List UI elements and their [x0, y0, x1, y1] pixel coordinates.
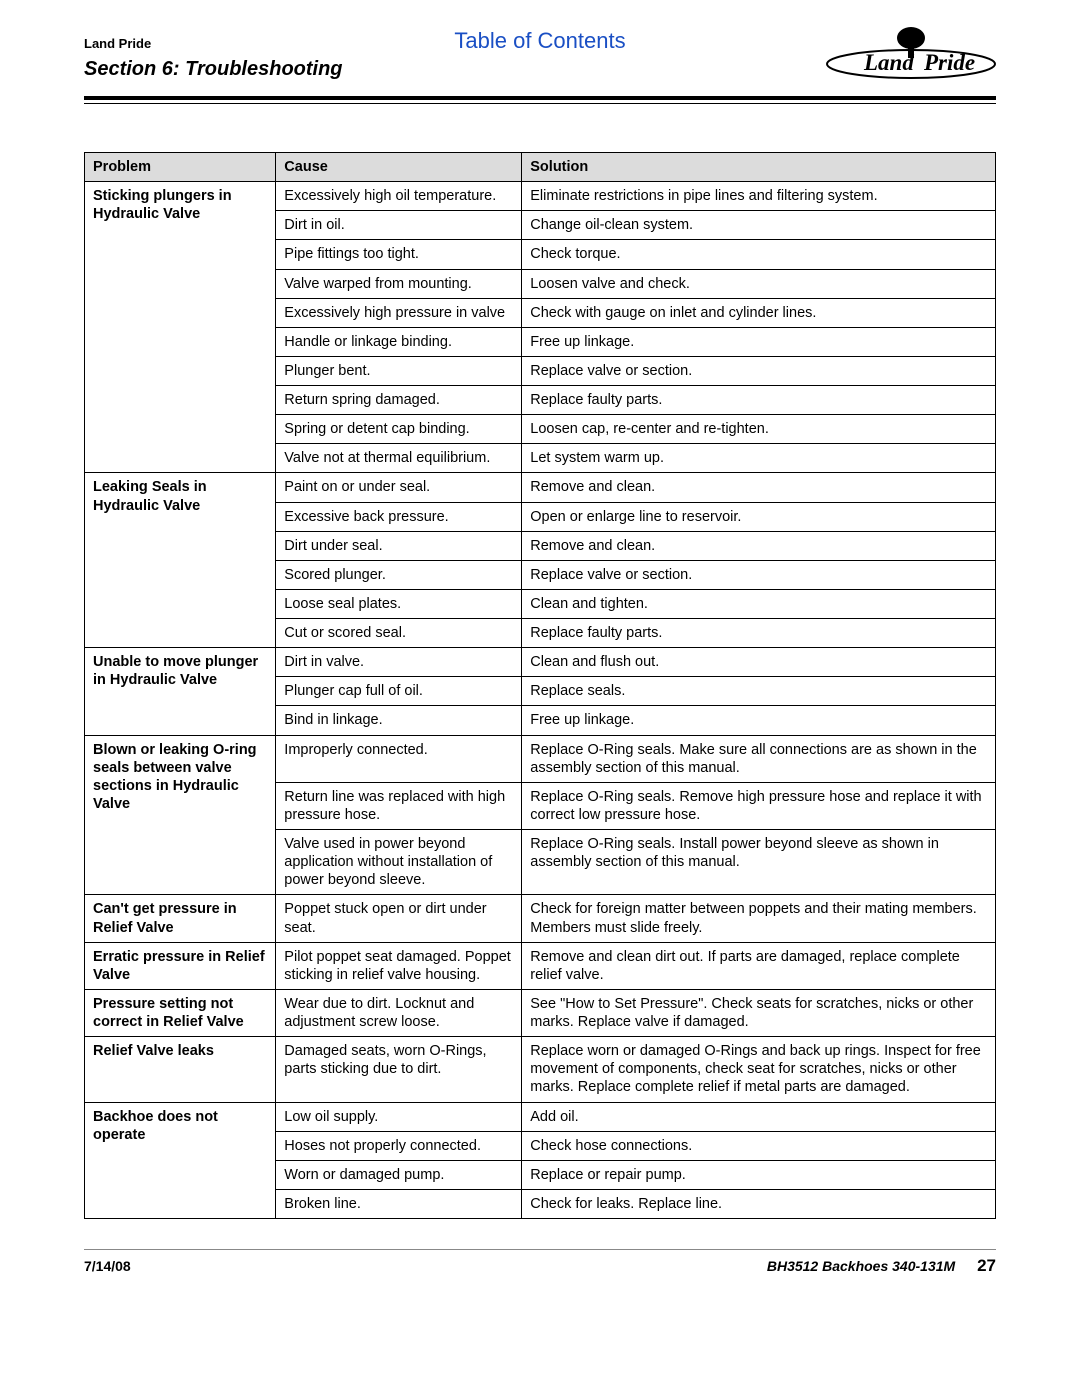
cause-cell: Pipe fittings too tight.	[276, 240, 522, 269]
solution-cell: Replace O-Ring seals. Make sure all conn…	[522, 735, 996, 782]
page-footer: 7/14/08 BH3512 Backhoes 340-131M 27	[84, 1249, 996, 1276]
problem-cell: Unable to move plunger in Hydraulic Valv…	[85, 648, 276, 735]
cause-cell: Return spring damaged.	[276, 386, 522, 415]
solution-cell: Let system warm up.	[522, 444, 996, 473]
page-header: Land Pride Table of Contents Section 6: …	[84, 28, 996, 88]
troubleshooting-table: Problem Cause Solution Sticking plungers…	[84, 152, 996, 1219]
solution-cell: Check with gauge on inlet and cylinder l…	[522, 298, 996, 327]
col-cause: Cause	[276, 153, 522, 182]
header-divider	[84, 96, 996, 104]
cause-cell: Spring or detent cap binding.	[276, 415, 522, 444]
table-header-row: Problem Cause Solution	[85, 153, 996, 182]
solution-cell: Replace valve or section.	[522, 560, 996, 589]
solution-cell: Check torque.	[522, 240, 996, 269]
table-row: Pressure setting not correct in Relief V…	[85, 989, 996, 1036]
solution-cell: Open or enlarge line to reservoir.	[522, 502, 996, 531]
problem-cell: Sticking plungers in Hydraulic Valve	[85, 182, 276, 473]
solution-cell: Replace or repair pump.	[522, 1160, 996, 1189]
col-problem: Problem	[85, 153, 276, 182]
cause-cell: Paint on or under seal.	[276, 473, 522, 502]
solution-cell: Free up linkage.	[522, 327, 996, 356]
solution-cell: Remove and clean.	[522, 531, 996, 560]
footer-date: 7/14/08	[84, 1258, 131, 1274]
cause-cell: Plunger bent.	[276, 356, 522, 385]
svg-text:Land: Land	[863, 50, 914, 75]
brand-small: Land Pride	[84, 36, 151, 51]
cause-cell: Hoses not properly connected.	[276, 1131, 522, 1160]
solution-cell: Replace O-Ring seals. Remove high pressu…	[522, 782, 996, 829]
table-row: Blown or leaking O-ring seals between va…	[85, 735, 996, 782]
cause-cell: Dirt in valve.	[276, 648, 522, 677]
solution-cell: Replace seals.	[522, 677, 996, 706]
table-row: Leaking Seals in Hydraulic ValvePaint on…	[85, 473, 996, 502]
problem-cell: Leaking Seals in Hydraulic Valve	[85, 473, 276, 648]
problem-cell: Relief Valve leaks	[85, 1037, 276, 1102]
cause-cell: Worn or damaged pump.	[276, 1160, 522, 1189]
cause-cell: Broken line.	[276, 1189, 522, 1218]
cause-cell: Excessively high pressure in valve	[276, 298, 522, 327]
cause-cell: Improperly connected.	[276, 735, 522, 782]
solution-cell: See "How to Set Pressure". Check seats f…	[522, 989, 996, 1036]
problem-cell: Backhoe does not operate	[85, 1102, 276, 1219]
solution-cell: Eliminate restrictions in pipe lines and…	[522, 182, 996, 211]
cause-cell: Valve warped from mounting.	[276, 269, 522, 298]
toc-link[interactable]: Table of Contents	[454, 28, 625, 54]
solution-cell: Remove and clean dirt out. If parts are …	[522, 942, 996, 989]
cause-cell: Dirt in oil.	[276, 211, 522, 240]
solution-cell: Clean and tighten.	[522, 589, 996, 618]
problem-cell: Erratic pressure in Relief Valve	[85, 942, 276, 989]
cause-cell: Excessively high oil temperature.	[276, 182, 522, 211]
solution-cell: Check hose connections.	[522, 1131, 996, 1160]
solution-cell: Clean and flush out.	[522, 648, 996, 677]
cause-cell: Wear due to dirt. Locknut and adjustment…	[276, 989, 522, 1036]
problem-cell: Pressure setting not correct in Relief V…	[85, 989, 276, 1036]
solution-cell: Loosen cap, re-center and re-tighten.	[522, 415, 996, 444]
cause-cell: Valve used in power beyond application w…	[276, 830, 522, 895]
solution-cell: Change oil-clean system.	[522, 211, 996, 240]
table-row: Relief Valve leaksDamaged seats, worn O-…	[85, 1037, 996, 1102]
section-title: Section 6: Troubleshooting	[84, 58, 343, 81]
solution-cell: Check for leaks. Replace line.	[522, 1189, 996, 1218]
cause-cell: Excessive back pressure.	[276, 502, 522, 531]
table-row: Unable to move plunger in Hydraulic Valv…	[85, 648, 996, 677]
solution-cell: Replace valve or section.	[522, 356, 996, 385]
cause-cell: Scored plunger.	[276, 560, 522, 589]
solution-cell: Loosen valve and check.	[522, 269, 996, 298]
problem-cell: Can't get pressure in Relief Valve	[85, 895, 276, 942]
problem-cell: Blown or leaking O-ring seals between va…	[85, 735, 276, 895]
solution-cell: Add oil.	[522, 1102, 996, 1131]
cause-cell: Poppet stuck open or dirt under seat.	[276, 895, 522, 942]
cause-cell: Dirt under seal.	[276, 531, 522, 560]
solution-cell: Replace faulty parts.	[522, 619, 996, 648]
cause-cell: Cut or scored seal.	[276, 619, 522, 648]
col-solution: Solution	[522, 153, 996, 182]
footer-doc: BH3512 Backhoes 340-131M 27	[767, 1256, 996, 1276]
cause-cell: Handle or linkage binding.	[276, 327, 522, 356]
solution-cell: Replace faulty parts.	[522, 386, 996, 415]
solution-cell: Replace worn or damaged O-Rings and back…	[522, 1037, 996, 1102]
table-row: Can't get pressure in Relief ValvePoppet…	[85, 895, 996, 942]
cause-cell: Plunger cap full of oil.	[276, 677, 522, 706]
cause-cell: Valve not at thermal equilibrium.	[276, 444, 522, 473]
solution-cell: Free up linkage.	[522, 706, 996, 735]
cause-cell: Damaged seats, worn O-Rings, parts stick…	[276, 1037, 522, 1102]
table-row: Sticking plungers in Hydraulic ValveExce…	[85, 182, 996, 211]
svg-text:Pride: Pride	[923, 50, 975, 75]
land-pride-logo: Land Pride	[826, 24, 996, 80]
table-row: Backhoe does not operateLow oil supply.A…	[85, 1102, 996, 1131]
cause-cell: Low oil supply.	[276, 1102, 522, 1131]
cause-cell: Pilot poppet seat damaged. Poppet sticki…	[276, 942, 522, 989]
solution-cell: Remove and clean.	[522, 473, 996, 502]
solution-cell: Check for foreign matter between poppets…	[522, 895, 996, 942]
cause-cell: Bind in linkage.	[276, 706, 522, 735]
page-number: 27	[977, 1256, 996, 1275]
cause-cell: Loose seal plates.	[276, 589, 522, 618]
table-row: Erratic pressure in Relief ValvePilot po…	[85, 942, 996, 989]
solution-cell: Replace O-Ring seals. Install power beyo…	[522, 830, 996, 895]
cause-cell: Return line was replaced with high press…	[276, 782, 522, 829]
